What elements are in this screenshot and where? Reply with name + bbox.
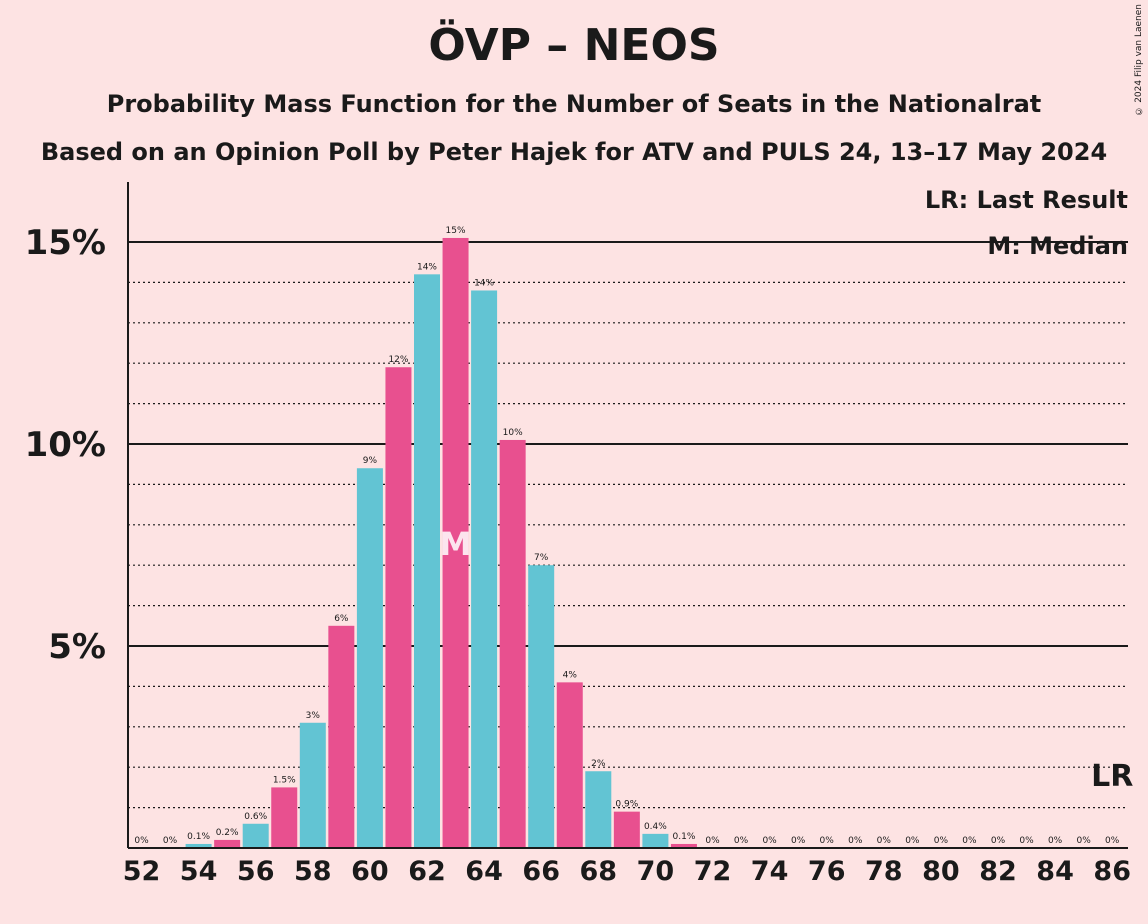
chart-subtitle: Probability Mass Function for the Number…	[106, 90, 1042, 118]
x-tick-label: 76	[808, 856, 846, 887]
x-tick-label: 64	[465, 856, 503, 887]
bar-seats-64	[471, 290, 498, 849]
bar-value-label: 0%	[1048, 836, 1063, 846]
bar-value-label: 0%	[705, 836, 720, 846]
bar-value-label: 0.1%	[187, 832, 210, 842]
bar-value-label: 10%	[503, 428, 523, 438]
bar-value-label: 0%	[734, 836, 749, 846]
bar-seats-65	[499, 439, 526, 848]
bar-value-label: 2%	[591, 759, 606, 769]
bar-value-label: 0%	[134, 836, 149, 846]
bar-value-label: 0.2%	[216, 828, 239, 838]
bar-seats-69	[613, 811, 640, 848]
bar-value-label: 0%	[905, 836, 920, 846]
bar-value-label: 0.9%	[615, 800, 638, 810]
x-tick-label: 60	[351, 856, 389, 887]
x-tick-label: 54	[180, 856, 218, 887]
bar-seats-62	[414, 274, 440, 848]
bar-value-label: 6%	[334, 614, 349, 624]
x-tick-label: 72	[694, 856, 732, 887]
y-tick-label: 10%	[25, 425, 106, 465]
bar-value-label: 0%	[991, 836, 1006, 846]
bar-value-label: 12%	[388, 355, 408, 365]
bar-value-label: 0%	[962, 836, 977, 846]
legend-median: M: Median	[987, 232, 1128, 260]
bar-value-label: 0%	[1019, 836, 1034, 846]
bar-seats-70	[642, 833, 669, 848]
bar-seats-59	[328, 625, 355, 848]
bar-seats-55	[214, 839, 241, 848]
bar-value-label: 9%	[363, 456, 378, 466]
bar-seats-57	[271, 787, 298, 848]
x-tick-label: 56	[237, 856, 275, 887]
x-tick-label: 52	[123, 856, 161, 887]
bar-value-label: 4%	[563, 670, 578, 680]
bar-seats-68	[585, 771, 612, 848]
bar-value-label: 3%	[306, 711, 321, 721]
bar-seats-61	[385, 367, 412, 848]
bar-seats-58	[299, 722, 326, 848]
bar-value-label: 0%	[820, 836, 835, 846]
bar-value-label: 0.6%	[244, 812, 267, 822]
bar-value-label: 7%	[534, 553, 549, 563]
x-tick-label: 62	[408, 856, 446, 887]
y-tick-label: 15%	[25, 223, 106, 263]
bar-value-label: 0.4%	[644, 822, 667, 832]
bar-value-label: 0%	[791, 836, 806, 846]
bar-seats-67	[556, 682, 583, 848]
bar-seats-63	[442, 237, 469, 848]
bar-seats-56	[242, 823, 269, 848]
x-tick-label: 86	[1093, 856, 1131, 887]
bar-seats-66	[528, 565, 555, 848]
bar-value-label: 0%	[1105, 836, 1120, 846]
median-marker: M	[440, 525, 472, 563]
bar-value-label: 0%	[848, 836, 863, 846]
last-result-marker: LR	[1091, 759, 1133, 794]
bar-seats-71	[670, 843, 697, 848]
x-tick-label: 58	[294, 856, 332, 887]
bar-value-label: 0%	[877, 836, 892, 846]
bar-value-label: 15%	[446, 226, 466, 236]
bar-seats-60	[356, 468, 383, 848]
x-tick-label: 68	[580, 856, 618, 887]
bar-value-label: 0%	[163, 836, 178, 846]
chart-subtitle-poll: Based on an Opinion Poll by Peter Hajek …	[40, 138, 1108, 166]
bar-value-label: 0%	[934, 836, 949, 846]
x-tick-label: 70	[637, 856, 675, 887]
x-tick-label: 74	[751, 856, 789, 887]
legend-last-result: LR: Last Result	[924, 186, 1128, 214]
y-tick-label: 5%	[48, 627, 106, 667]
bar-value-label: 0.1%	[673, 832, 696, 842]
bar-value-label: 14%	[417, 262, 437, 272]
x-tick-label: 84	[1036, 856, 1074, 887]
x-tick-label: 82	[979, 856, 1017, 887]
x-tick-label: 78	[865, 856, 903, 887]
bar-value-label: 14%	[474, 278, 494, 288]
bar-seats-54	[185, 843, 212, 848]
x-tick-label: 80	[922, 856, 960, 887]
chart-title: ÖVP – NEOS	[428, 20, 720, 71]
x-tick-label: 66	[522, 856, 560, 887]
bar-value-label: 0%	[762, 836, 777, 846]
bar-value-label: 1.5%	[273, 775, 296, 785]
bar-value-label: 0%	[1077, 836, 1092, 846]
